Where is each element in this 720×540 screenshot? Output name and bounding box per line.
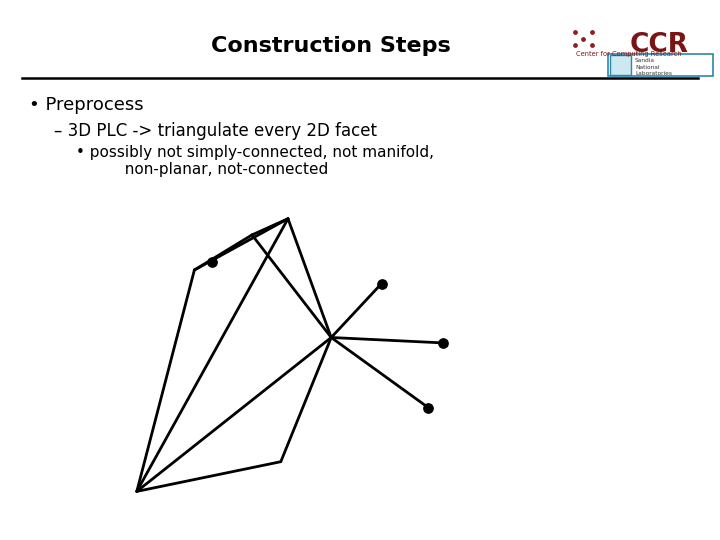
Text: – 3D PLC -> triangulate every 2D facet: – 3D PLC -> triangulate every 2D facet xyxy=(54,122,377,140)
Point xyxy=(586,28,598,37)
Text: Construction Steps: Construction Steps xyxy=(212,36,451,56)
Text: Center for Computing Research: Center for Computing Research xyxy=(576,51,682,57)
Text: • possibly not simply-connected, not manifold,
          non-planar, not-connect: • possibly not simply-connected, not man… xyxy=(76,145,433,177)
Point xyxy=(423,403,434,412)
Point xyxy=(569,28,580,37)
Text: • Preprocess: • Preprocess xyxy=(29,96,143,114)
Point xyxy=(586,41,598,50)
Point xyxy=(207,258,218,266)
Point xyxy=(577,35,589,43)
Text: CCR: CCR xyxy=(630,32,689,58)
Point xyxy=(376,279,387,288)
FancyBboxPatch shape xyxy=(608,54,713,76)
Point xyxy=(437,339,449,347)
Text: Sandia
National
Laboratories: Sandia National Laboratories xyxy=(635,58,672,76)
Point xyxy=(569,41,580,50)
FancyBboxPatch shape xyxy=(610,55,631,75)
